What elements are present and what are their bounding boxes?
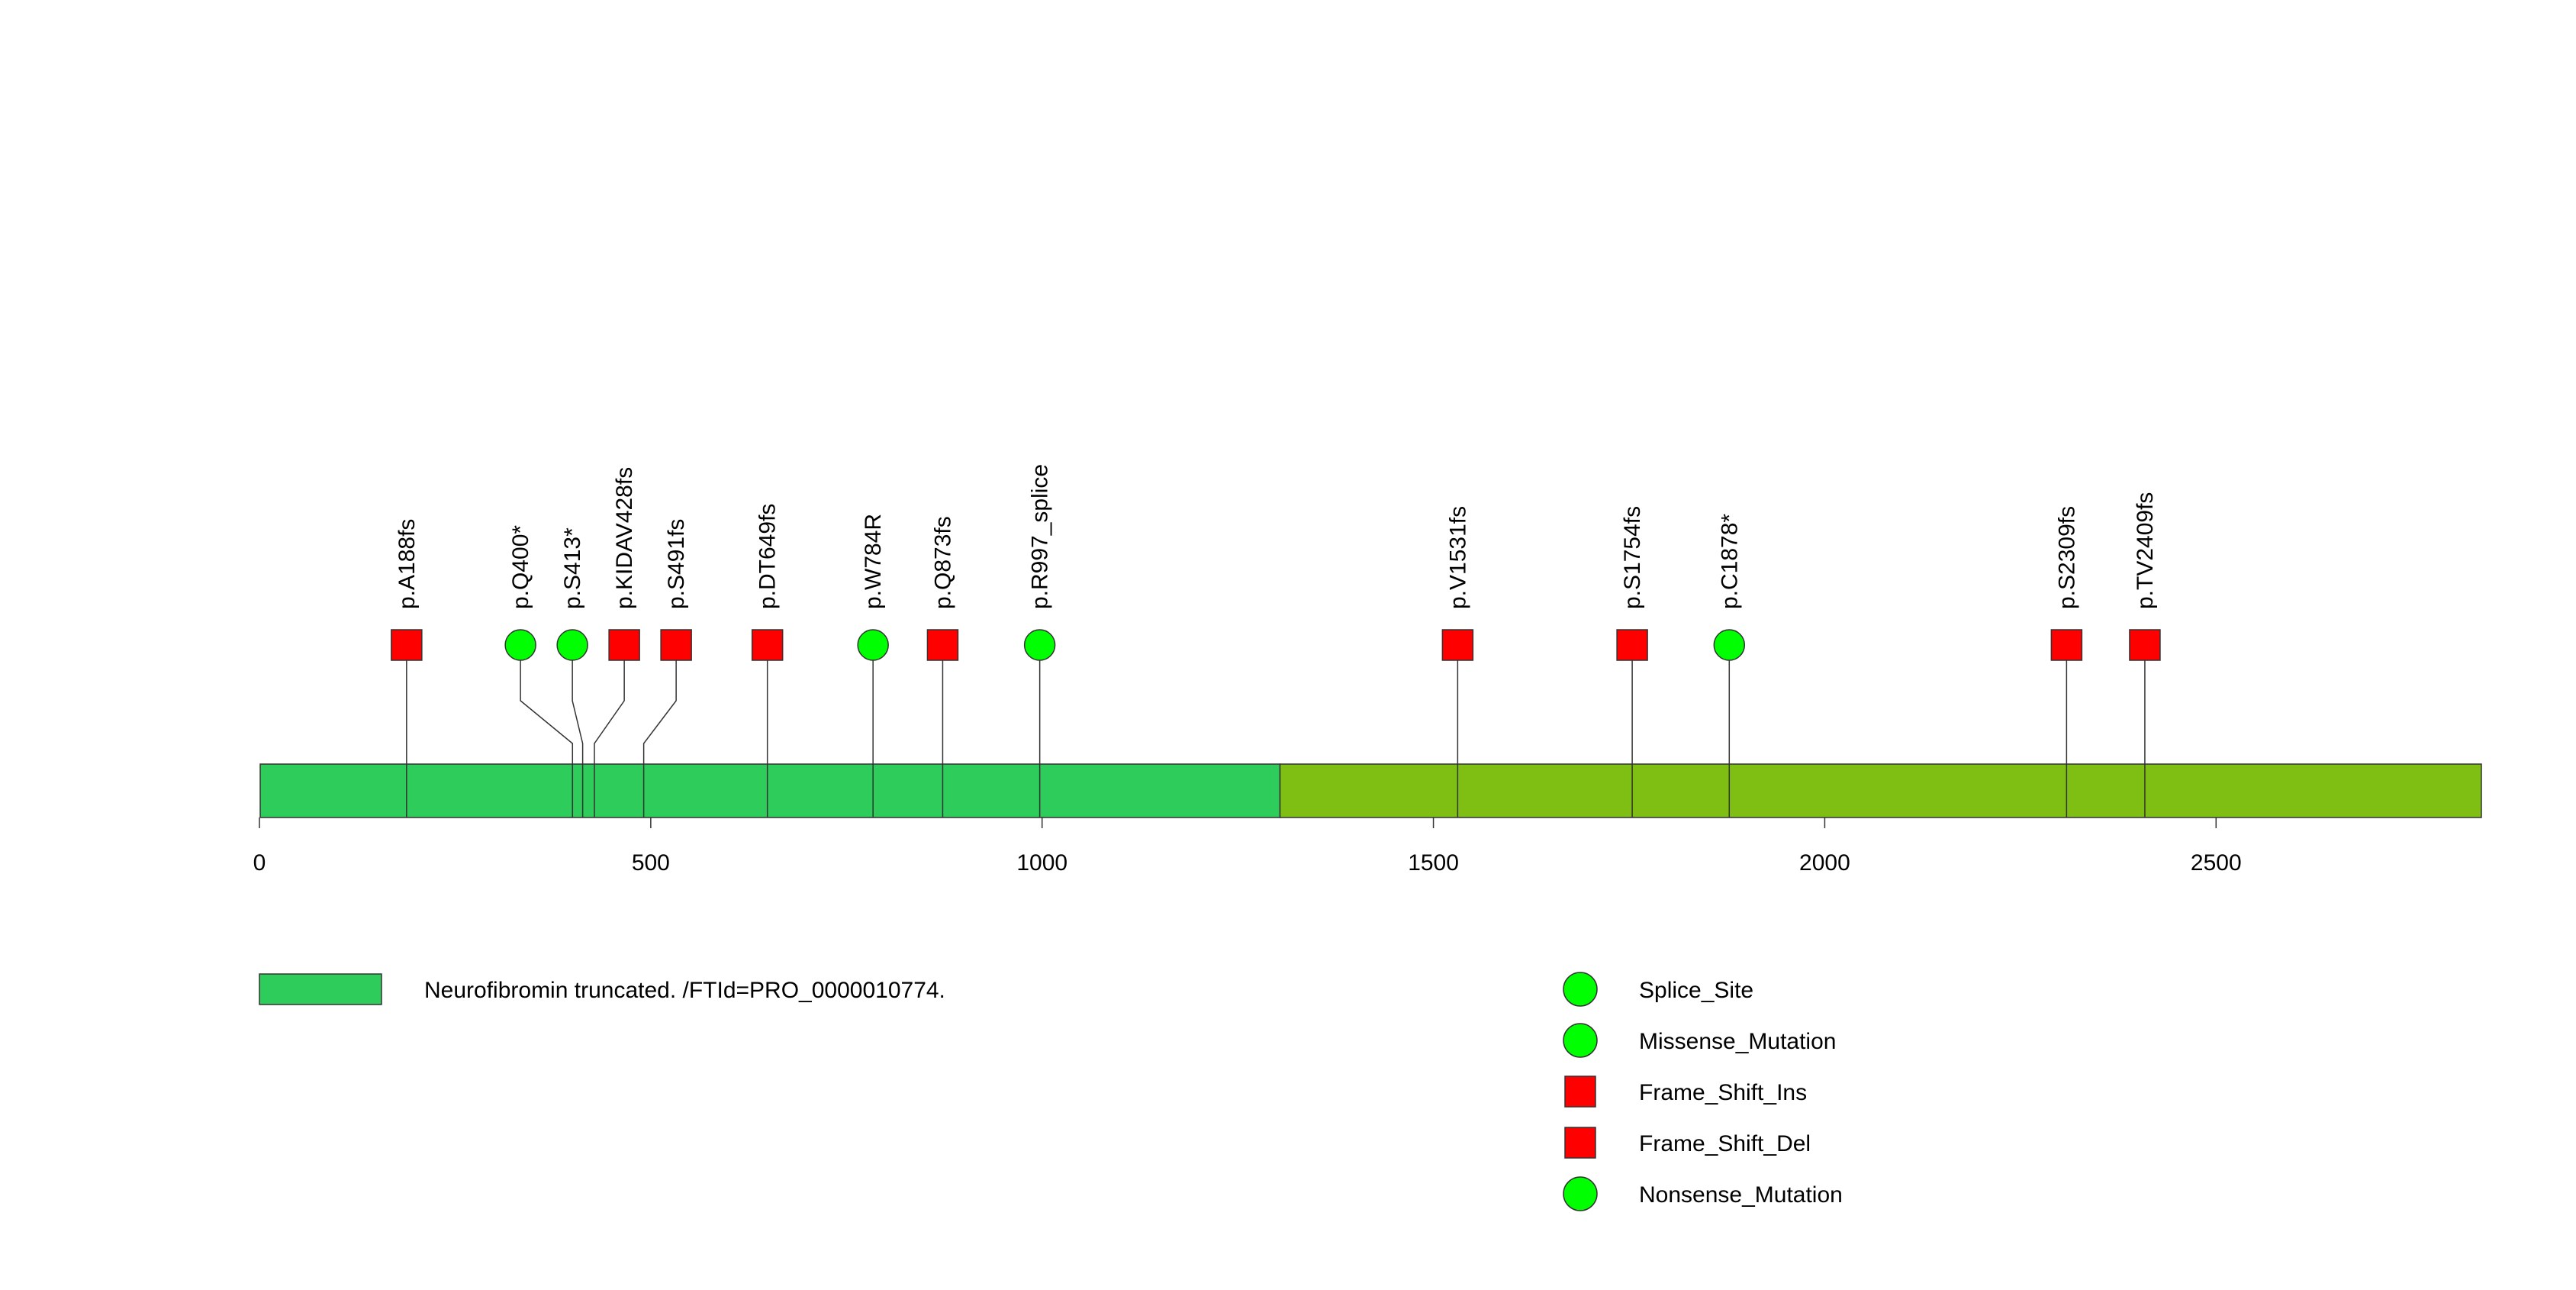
mutation-stem-p-s413	[572, 645, 584, 818]
legend: Neurofibromin truncated. /FTId=PRO_00000…	[259, 972, 1843, 1211]
mutation-stem-p-kidav428fs	[594, 645, 625, 818]
mutation-marker-p-tv2409fs[interactable]	[2129, 629, 2161, 661]
legend-label-frame-shift-ins: Frame_Shift_Ins	[1639, 1080, 1807, 1105]
mutation-marker-p-q400[interactable]	[504, 629, 536, 661]
mutation-marker-p-c1878[interactable]	[1713, 629, 1746, 661]
x-tick-label-0: 0	[253, 850, 266, 876]
legend-label-frame-shift-del: Frame_Shift_Del	[1639, 1131, 1811, 1156]
legend-marker-missense-mutation	[1563, 1023, 1598, 1058]
legend-domain-label-0: Neurofibromin truncated. /FTId=PRO_00000…	[424, 978, 945, 1003]
mutation-marker-p-q873fs[interactable]	[926, 629, 959, 661]
mutation-label-p-c1878: p.C1878*	[1717, 514, 1742, 609]
mutation-marker-p-w784r[interactable]	[857, 629, 889, 661]
legend-marker-frame-shift-del	[1564, 1127, 1596, 1159]
legend-marker-frame-shift-ins	[1564, 1076, 1596, 1108]
x-tick-label-1000: 1000	[1016, 850, 1067, 876]
mutation-marker-p-a188fs[interactable]	[391, 629, 423, 661]
mutation-marker-p-v1531fs[interactable]	[1441, 629, 1474, 661]
domain-bar-0	[259, 763, 1281, 818]
mutation-label-p-s413: p.S413*	[560, 527, 585, 609]
legend-label-splice-site: Splice_Site	[1639, 978, 1753, 1003]
mutation-labels: p.A188fs p.Q400* p.S413* p.KIDAV428fs p.S491…	[394, 464, 2158, 609]
mutation-marker-p-r997-splice[interactable]	[1023, 629, 1056, 661]
mutation-marker-p-s1754fs[interactable]	[1616, 629, 1648, 661]
x-tick-label-2500: 2500	[2191, 850, 2242, 876]
mutation-label-p-s2309fs: p.S2309fs	[2054, 506, 2079, 609]
mutation-marker-p-s413[interactable]	[556, 629, 588, 661]
domain-bar-1	[1279, 763, 2482, 818]
mutation-label-p-v1531fs: p.V1531fs	[1445, 506, 1470, 609]
legend-marker-splice-site	[1563, 972, 1598, 1007]
legend-label-nonsense-mutation: Nonsense_Mutation	[1639, 1182, 1843, 1208]
x-tick-label-2000: 2000	[1799, 850, 1850, 876]
mutation-label-p-tv2409fs: p.TV2409fs	[2133, 492, 2158, 609]
mutation-label-p-dt649fs: p.DT649fs	[755, 504, 781, 609]
mutation-marker-p-s2309fs[interactable]	[2050, 629, 2083, 661]
mutation-label-p-q400: p.Q400*	[508, 525, 533, 609]
mutation-markers	[391, 629, 2161, 661]
legend-marker-nonsense-mutation	[1563, 1176, 1598, 1211]
mutation-label-p-s491fs: p.S491fs	[664, 519, 689, 609]
mutation-marker-p-s491fs[interactable]	[660, 629, 692, 661]
mutation-label-p-s1754fs: p.S1754fs	[1620, 506, 1645, 609]
x-tick-label-1500: 1500	[1408, 850, 1459, 876]
mutation-label-p-w784r: p.W784R	[861, 514, 886, 609]
mutation-label-p-r997-splice: p.R997_splice	[1028, 464, 1053, 609]
mutation-stem-p-s491fs	[642, 645, 677, 818]
protein-domains	[259, 763, 2482, 818]
mutation-label-p-q873fs: p.Q873fs	[930, 516, 955, 609]
mutation-label-p-a188fs: p.A188fs	[394, 519, 420, 609]
x-axis: 0 500 1000 1500 2000 2500	[253, 818, 2242, 876]
mutation-label-p-kidav428fs: p.KIDAV428fs	[612, 467, 637, 609]
mutation-marker-p-kidav428fs[interactable]	[608, 629, 640, 661]
legend-domain-swatch-0	[259, 973, 382, 1005]
mutation-stem-p-q400	[520, 645, 574, 818]
mutation-marker-p-dt649fs[interactable]	[751, 629, 784, 661]
legend-label-missense-mutation: Missense_Mutation	[1639, 1029, 1836, 1054]
x-tick-label-500: 500	[632, 850, 670, 876]
mutation-stems	[406, 645, 2146, 818]
